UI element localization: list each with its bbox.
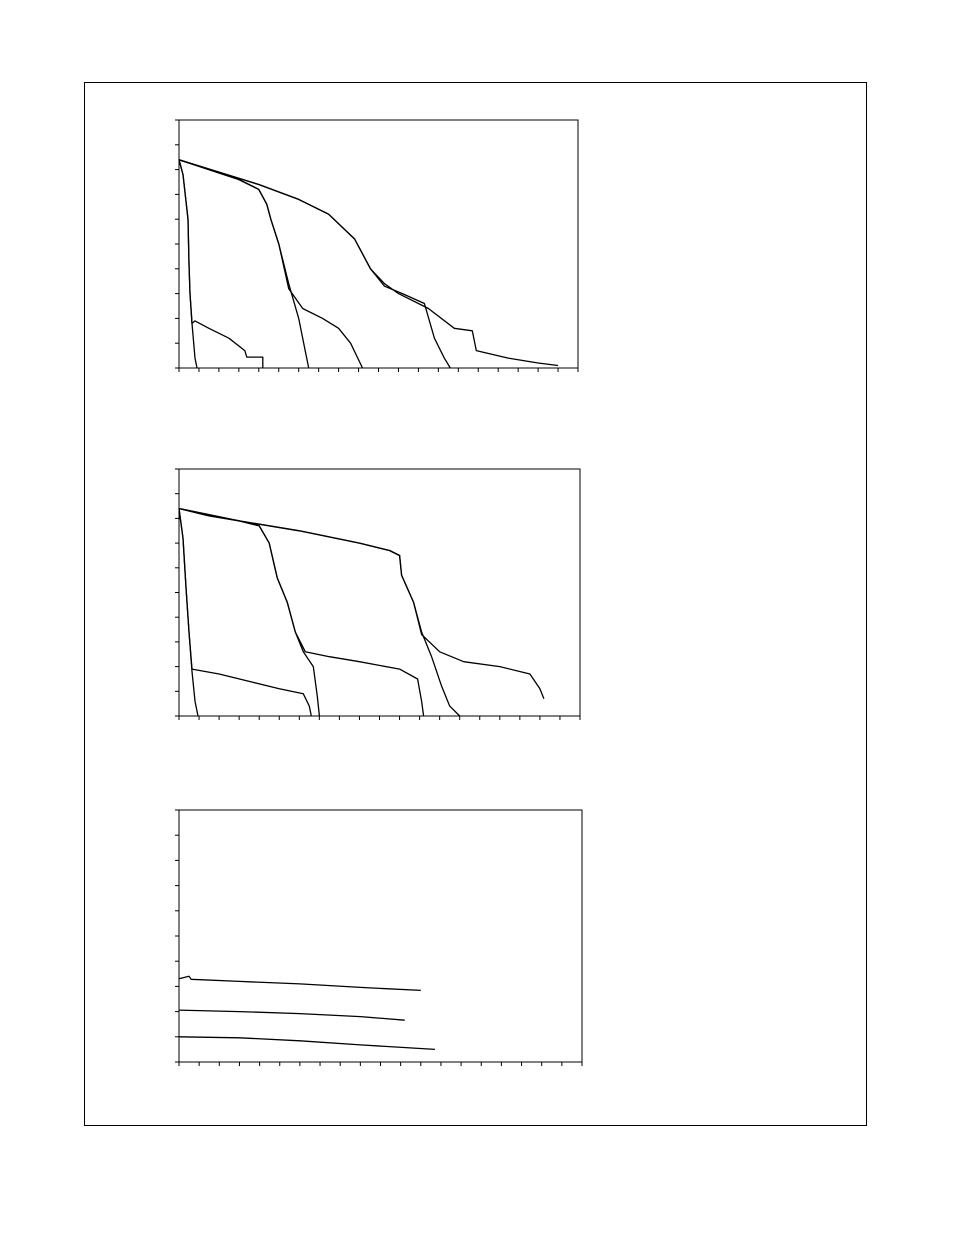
series-line-2 xyxy=(178,159,264,368)
figure-frame xyxy=(84,82,867,1126)
series-line-6 xyxy=(178,507,545,699)
series-line-4 xyxy=(178,159,364,369)
series-line-1 xyxy=(178,975,421,992)
series-line-3 xyxy=(178,1036,435,1051)
series-line-2 xyxy=(178,508,312,717)
series-line-2 xyxy=(178,1009,405,1021)
series-line-6 xyxy=(178,159,559,367)
plot-area xyxy=(178,809,583,1063)
